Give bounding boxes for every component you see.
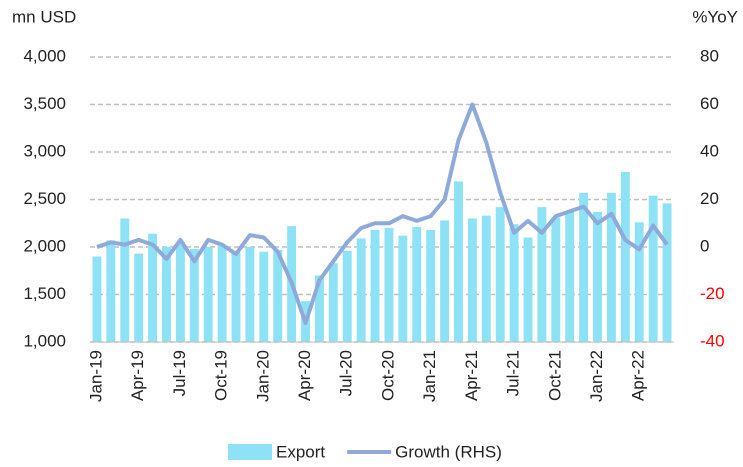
bar — [495, 207, 505, 342]
y-tick-label: 3,500 — [23, 94, 66, 113]
bar — [606, 192, 616, 342]
x-tick-label: Oct-20 — [378, 350, 397, 401]
x-tick-label: Oct-21 — [545, 350, 564, 401]
bar — [454, 181, 463, 342]
line — [96, 102, 669, 325]
bar — [467, 218, 477, 342]
x-tick-label: Apr-19 — [128, 350, 147, 401]
legend-label: Export — [276, 442, 325, 461]
x-tick-label: Jul-19 — [170, 350, 189, 396]
bar — [92, 256, 102, 342]
bar — [328, 263, 338, 342]
bar — [565, 210, 575, 342]
bar — [593, 211, 602, 342]
y2-tick-label: 80 — [700, 46, 719, 65]
x-tick-label: Apr-22 — [629, 350, 648, 401]
bar — [175, 242, 185, 342]
x-tick-label: Oct-19 — [212, 350, 231, 401]
bar — [537, 207, 547, 342]
bar — [370, 229, 380, 342]
bar — [342, 250, 352, 342]
x-tick-label: Jan-20 — [253, 350, 272, 402]
bar — [426, 229, 436, 342]
bar — [481, 215, 491, 342]
y-tick-label: 1,500 — [23, 284, 66, 303]
bar — [231, 250, 241, 342]
x-tick-label: Apr-21 — [462, 350, 481, 401]
y2-tick-label: -20 — [700, 284, 725, 303]
bar — [106, 240, 116, 342]
y2-tick-label: 60 — [700, 94, 719, 113]
bar — [412, 227, 422, 342]
y2-tick-label: 0 — [700, 236, 709, 255]
bar — [509, 224, 519, 342]
bar — [162, 247, 171, 342]
bar — [648, 195, 658, 342]
bar — [217, 245, 227, 342]
y2-tick-label: 20 — [700, 189, 719, 208]
bar — [245, 247, 255, 342]
y2-tick-label: -40 — [700, 331, 725, 350]
y-axis-title: mn USD — [12, 7, 76, 26]
bar — [134, 253, 144, 342]
bar — [634, 222, 644, 342]
x-tick-label: Apr-20 — [295, 350, 314, 401]
x-tick-label: Jan-22 — [587, 350, 606, 402]
bar — [620, 171, 630, 342]
bar — [398, 235, 408, 342]
y2-tick-label: 40 — [700, 141, 719, 160]
bar — [579, 192, 589, 342]
y-tick-label: 1,000 — [23, 331, 66, 350]
bar — [356, 238, 366, 342]
bar — [259, 251, 269, 342]
x-tick-label: Jan-19 — [86, 350, 105, 402]
bar — [148, 233, 158, 342]
bar — [203, 247, 213, 342]
bar — [273, 249, 283, 342]
legend-swatch — [228, 444, 272, 460]
bar — [440, 220, 450, 342]
x-tick-label: Jul-20 — [337, 350, 356, 396]
y-tick-label: 2,500 — [23, 189, 66, 208]
y-tick-label: 2,000 — [23, 236, 66, 255]
bar — [384, 228, 394, 342]
bar — [662, 203, 672, 342]
bar — [189, 248, 199, 342]
legend-label: Growth (RHS) — [395, 442, 502, 461]
bar — [120, 218, 130, 342]
x-tick-label: Jul-21 — [504, 350, 523, 396]
bar — [523, 237, 533, 342]
bar — [314, 275, 324, 342]
bar — [551, 217, 561, 342]
x-tick-label: Jan-21 — [420, 350, 439, 402]
y-tick-label: 3,000 — [23, 141, 66, 160]
y-tick-label: 4,000 — [23, 46, 66, 65]
y2-axis-title: %YoY — [692, 7, 738, 26]
